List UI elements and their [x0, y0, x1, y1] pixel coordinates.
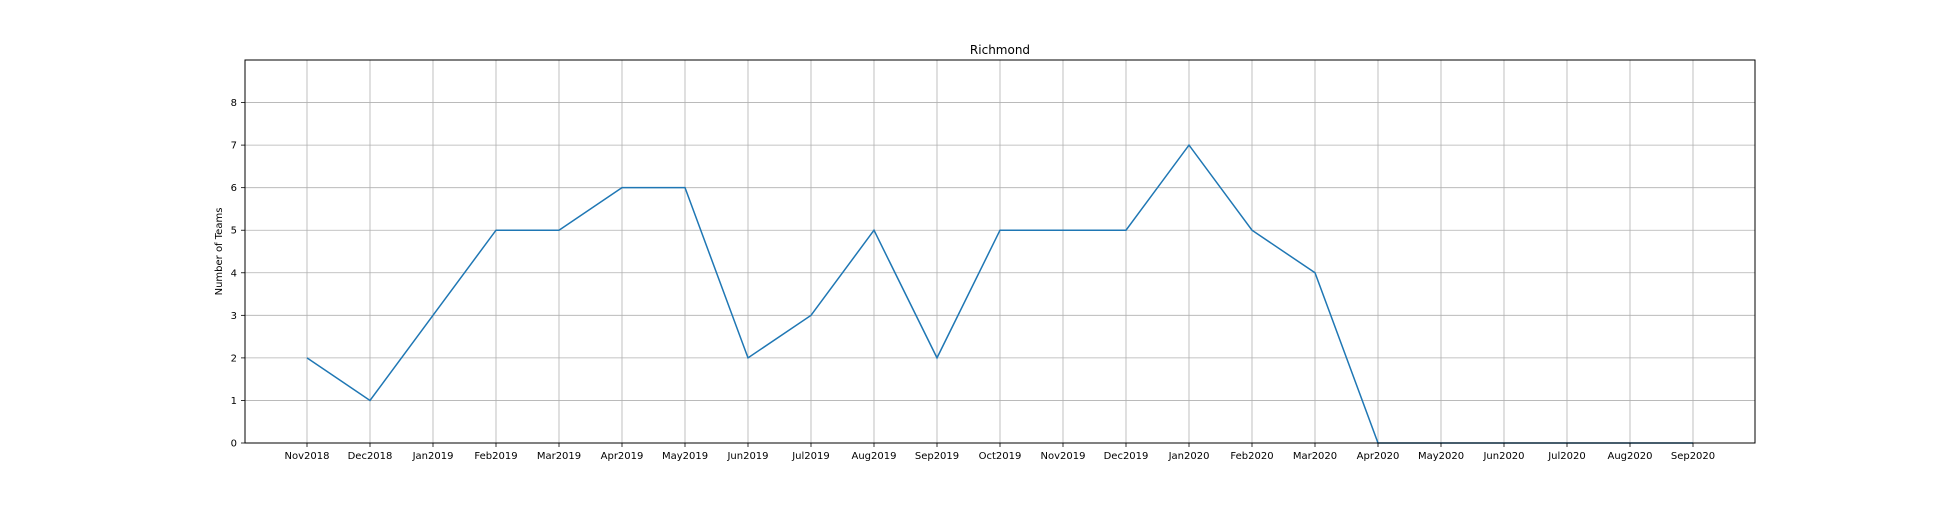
y-tick-label: 2: [231, 353, 237, 364]
x-tick-label: Sep2020: [1671, 451, 1715, 462]
y-tick-label: 6: [231, 183, 237, 194]
x-tick-label: Nov2018: [285, 451, 330, 462]
x-tick-label: Jul2019: [791, 451, 830, 462]
y-tick-label: 1: [231, 396, 237, 407]
y-tick-label: 8: [231, 98, 237, 109]
x-tick-label: Apr2019: [601, 451, 644, 462]
y-tick-label: 4: [231, 268, 237, 279]
x-tick-label: Jul2020: [1547, 451, 1586, 462]
x-tick-label: Feb2020: [1230, 451, 1273, 462]
x-tick-label: Jun2019: [726, 451, 768, 462]
x-tick-label: Mar2019: [537, 451, 581, 462]
x-tick-label: Jan2020: [1168, 451, 1210, 462]
x-tick-label: Dec2019: [1104, 451, 1149, 462]
tick-layer: Nov2018 Dec2018 Jan2019 Feb2019 Mar2019 Apr20…: [231, 98, 1716, 462]
x-tick-label: Feb2019: [474, 451, 517, 462]
chart-title: Richmond: [970, 43, 1030, 57]
x-tick-label: Dec2018: [348, 451, 393, 462]
x-tick-label: Jun2020: [1482, 451, 1524, 462]
y-tick-label: 0: [231, 439, 237, 450]
x-tick-label: Jan2019: [412, 451, 454, 462]
x-tick-label: Aug2020: [1608, 451, 1653, 462]
y-tick-label: 5: [231, 226, 237, 237]
x-tick-label: May2020: [1418, 451, 1464, 462]
x-tick-label: Oct2019: [979, 451, 1022, 462]
x-tick-label: Sep2019: [915, 451, 959, 462]
x-tick-label: Nov2019: [1041, 451, 1086, 462]
x-tick-label: May2019: [662, 451, 708, 462]
x-tick-label: Aug2019: [852, 451, 897, 462]
grid-layer: [245, 60, 1755, 443]
y-tick-label: 3: [231, 311, 237, 322]
y-axis-label: Number of Teams: [214, 208, 225, 296]
x-tick-label: Mar2020: [1293, 451, 1337, 462]
x-tick-label: Apr2020: [1357, 451, 1400, 462]
y-tick-label: 7: [231, 141, 237, 152]
